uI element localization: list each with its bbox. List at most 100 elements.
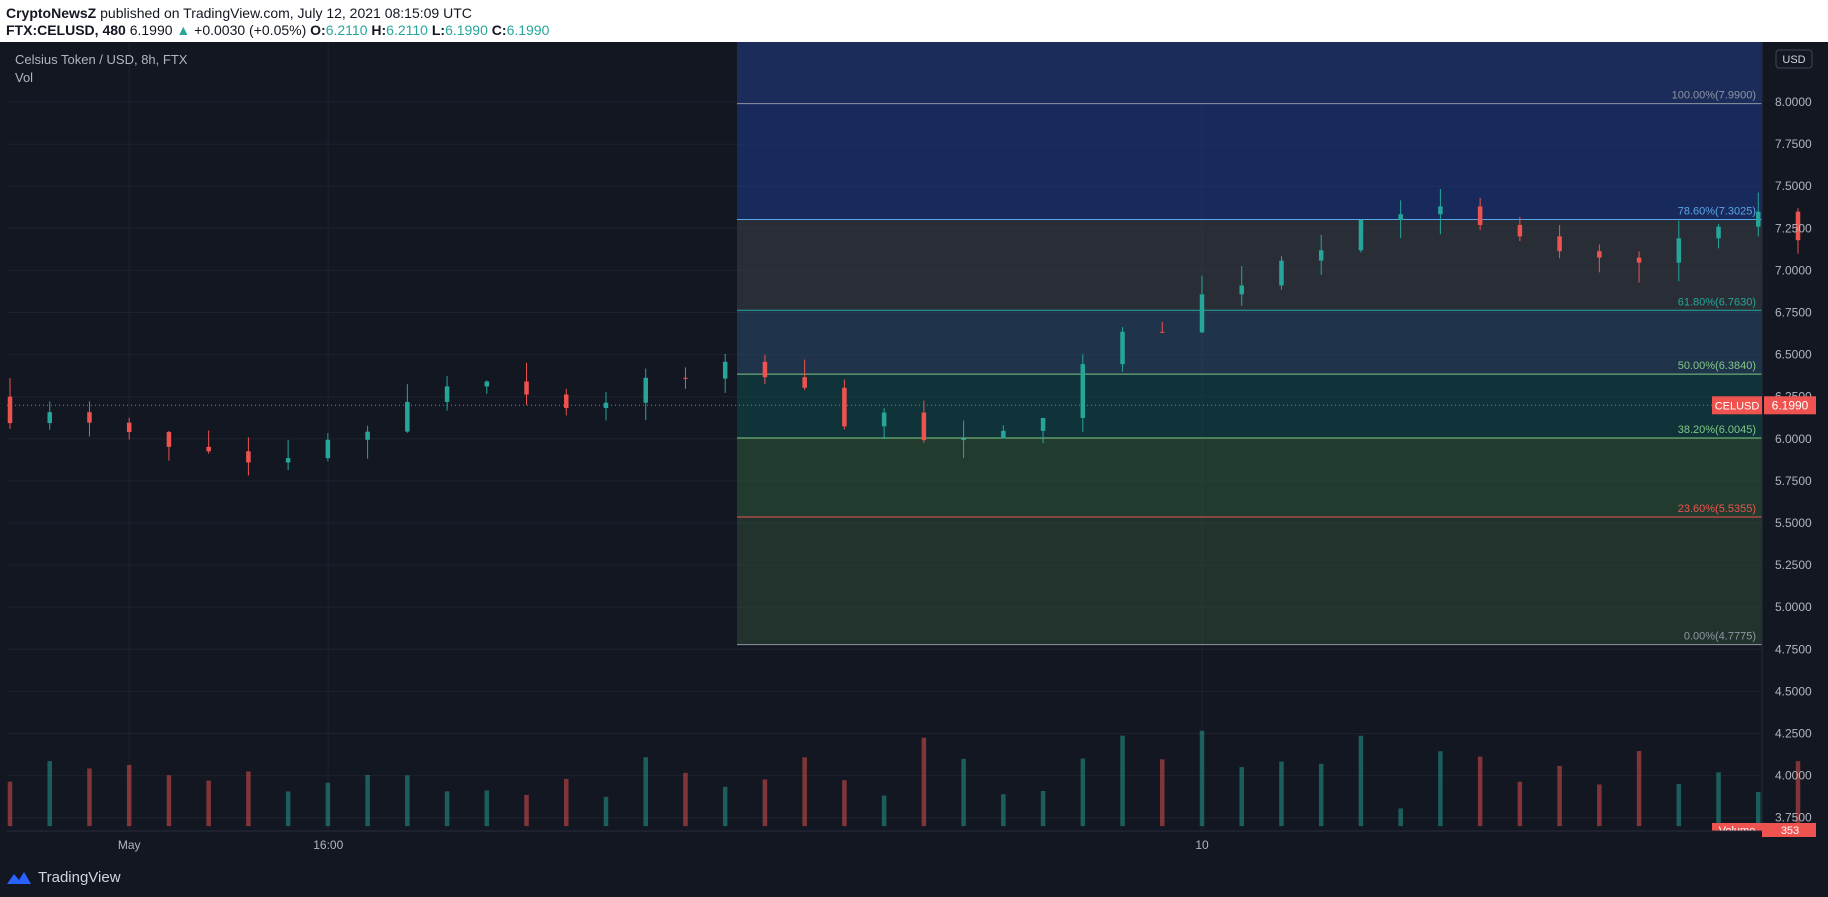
- currency-label: USD: [1782, 54, 1805, 66]
- high-value: 6.2110: [386, 22, 428, 38]
- candle-body: [484, 381, 490, 387]
- candle-body: [881, 412, 887, 427]
- fib-zone-top: [737, 42, 1762, 104]
- fib-level-label: 0.00%(4.7775): [1684, 631, 1756, 643]
- fib-level-label: 100.00%(7.9900): [1672, 90, 1756, 102]
- candle-body: [961, 438, 966, 441]
- candle-body: [1358, 219, 1364, 251]
- volume-bar: [1358, 735, 1364, 827]
- candle-body: [246, 451, 251, 463]
- candle-body: [1398, 214, 1403, 220]
- candle-body: [1597, 251, 1602, 258]
- open-value: 6.2110: [325, 22, 368, 38]
- volume-bar: [246, 771, 251, 827]
- fib-level-label: 61.80%(6.7630): [1678, 296, 1756, 308]
- fib-level-label: 50.00%(6.3840): [1678, 360, 1756, 372]
- price-tick-label: 5.0000: [1775, 600, 1812, 614]
- candle-body: [325, 439, 331, 459]
- volume-bar: [1120, 735, 1125, 827]
- volume-bar: [1398, 808, 1403, 827]
- last-price-symbol: CELUSD: [1715, 400, 1760, 412]
- volume-bar: [683, 772, 688, 827]
- volume-bar: [1517, 781, 1523, 827]
- candle-body: [1477, 206, 1483, 225]
- publish-line: CryptoNewsZ published on TradingView.com…: [6, 5, 472, 21]
- candle-body: [1120, 331, 1125, 365]
- tradingview-brand[interactable]: TradingView: [6, 869, 121, 886]
- volume-bar: [1279, 761, 1284, 827]
- price-tick-label: 5.7500: [1775, 474, 1812, 488]
- chart-legend-vol: Vol: [15, 70, 34, 85]
- volume-bar: [564, 778, 569, 827]
- volume-bar: [1716, 772, 1721, 827]
- candle-body: [762, 361, 768, 378]
- candle-body: [7, 396, 13, 424]
- currency-badge: [1775, 49, 1813, 69]
- volume-bar: [206, 780, 211, 827]
- volume-tag-value: 353: [1781, 825, 1799, 837]
- volume-bar: [166, 775, 172, 827]
- price-tick-label: 7.5000: [1775, 179, 1812, 193]
- brand-label: TradingView: [38, 869, 121, 886]
- candle-body: [1716, 226, 1721, 239]
- candle-body: [1239, 285, 1244, 295]
- volume-bar: [921, 737, 927, 827]
- candle-body: [87, 412, 92, 423]
- volume-bar: [1676, 783, 1682, 827]
- price-tick-label: 7.7500: [1775, 137, 1812, 151]
- low-value: 6.1990: [445, 22, 488, 38]
- volume-bars: [7, 730, 1801, 827]
- price-axis: 8.0000 7.7500 7.5000 7.2500 7.0000 6.7500 6.50…: [1712, 42, 1816, 837]
- last-price-text: 6.1990: [129, 22, 173, 38]
- candle-body: [1199, 294, 1205, 333]
- candle-body: [285, 458, 291, 463]
- volume-bar: [1636, 751, 1642, 827]
- volume-bar: [961, 758, 966, 827]
- volume-bar: [1239, 767, 1244, 827]
- ohlc-line: FTX:CELUSD, 480 6.1990 ▲ +0.0030 (+0.05%…: [6, 22, 549, 38]
- fib-retracement: 100.00%(7.9900) 78.60%(7.3025) 61.80%(6.76…: [737, 42, 1762, 646]
- candle-body: [921, 412, 927, 441]
- candle-body: [524, 381, 529, 395]
- volume-bar: [405, 775, 410, 827]
- candle-body: [206, 446, 211, 452]
- fib-zone: [737, 374, 1762, 439]
- price-tick-label: 7.2500: [1775, 221, 1812, 235]
- top-bar: CryptoNewsZ published on TradingView.com…: [0, 0, 1828, 42]
- candle-body: [1001, 430, 1006, 439]
- volume-bar: [444, 791, 450, 827]
- volume-bar: [126, 764, 132, 827]
- price-tick-label: 4.2500: [1775, 727, 1812, 741]
- volume-bar: [603, 796, 609, 827]
- volume-bar: [285, 791, 291, 827]
- price-tick-label: 4.0000: [1775, 769, 1812, 783]
- fib-zone: [737, 219, 1762, 311]
- price-tick-label: 4.7500: [1775, 642, 1812, 656]
- volume-bar: [1795, 761, 1801, 827]
- volume-bar: [1477, 756, 1483, 827]
- time-tick-label: 10: [1195, 838, 1209, 852]
- time-tick-label: May: [118, 838, 141, 852]
- time-tick-label: 16:00: [313, 838, 343, 852]
- candle-body: [1557, 236, 1562, 252]
- fib-zone: [737, 438, 1762, 518]
- tradingview-logo-icon: [7, 871, 31, 884]
- volume-bar: [47, 761, 52, 827]
- volume-bar: [762, 779, 768, 827]
- volume-bar: [325, 782, 331, 827]
- fib-zone: [737, 517, 1762, 645]
- candle-body: [564, 394, 569, 408]
- fib-zone: [737, 310, 1762, 375]
- volume-bar: [802, 757, 807, 827]
- volume-bar: [365, 774, 370, 827]
- volume-bar: [1160, 759, 1165, 827]
- volume-bar: [1438, 751, 1443, 827]
- volume-bar: [1597, 784, 1602, 827]
- candle-body: [1517, 224, 1523, 237]
- time-axis-bg: [0, 831, 1762, 861]
- candles: [7, 188, 1801, 476]
- price-chart[interactable]: 100.00%(7.9900) 78.60%(7.3025) 61.80%(6.76…: [0, 42, 1828, 861]
- price-tick-label: 6.5000: [1775, 348, 1812, 362]
- candle-body: [1080, 364, 1086, 418]
